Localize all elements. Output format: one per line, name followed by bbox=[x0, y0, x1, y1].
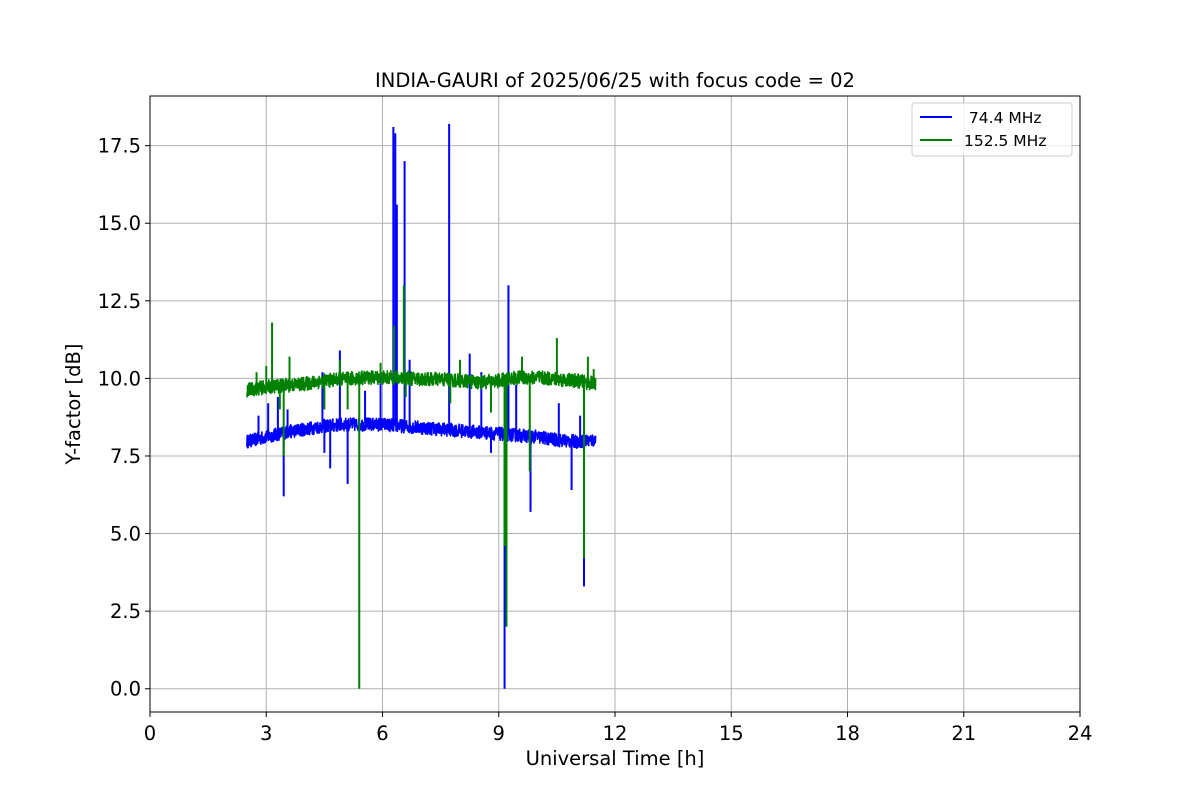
chart-title: INDIA-GAURI of 2025/06/25 with focus cod… bbox=[375, 69, 855, 92]
y-axis-label: Y-factor [dB] bbox=[62, 344, 85, 466]
y-tick-label: 12.5 bbox=[98, 290, 141, 313]
legend-label: 152.5 MHz bbox=[964, 132, 1046, 150]
x-tick-label: 9 bbox=[493, 722, 505, 745]
series-line-0 bbox=[246, 417, 597, 449]
y-tick-label: 17.5 bbox=[98, 135, 141, 158]
y-axis-ticks: 0.0 2.5 5.0 7.5 10.0 12.5 15.0 17.5 bbox=[98, 135, 150, 701]
y-tick-label: 7.5 bbox=[110, 445, 141, 468]
x-tick-label: 21 bbox=[951, 722, 976, 745]
legend: 74.4 MHz 152.5 MHz bbox=[911, 102, 1073, 157]
y-tick-label: 15.0 bbox=[98, 212, 141, 235]
y-tick-label: 10.0 bbox=[98, 367, 141, 390]
y-tick-label: 5.0 bbox=[110, 523, 141, 546]
x-tick-label: 24 bbox=[1068, 722, 1093, 745]
series-layer bbox=[246, 123, 597, 689]
x-tick-label: 6 bbox=[376, 722, 388, 745]
y-tick-label: 0.0 bbox=[110, 678, 141, 701]
x-axis-ticks: 0 3 6 9 12 15 18 21 24 bbox=[144, 712, 1093, 745]
x-tick-label: 12 bbox=[603, 722, 628, 745]
x-tick-label: 15 bbox=[719, 722, 744, 745]
legend-label: 74.4 MHz bbox=[964, 109, 1042, 127]
x-tick-label: 3 bbox=[260, 722, 272, 745]
x-tick-label: 0 bbox=[144, 722, 156, 745]
x-axis-label: Universal Time [h] bbox=[526, 747, 705, 770]
x-tick-label: 18 bbox=[835, 722, 860, 745]
series-line-1 bbox=[246, 369, 597, 398]
y-tick-label: 2.5 bbox=[110, 600, 141, 623]
